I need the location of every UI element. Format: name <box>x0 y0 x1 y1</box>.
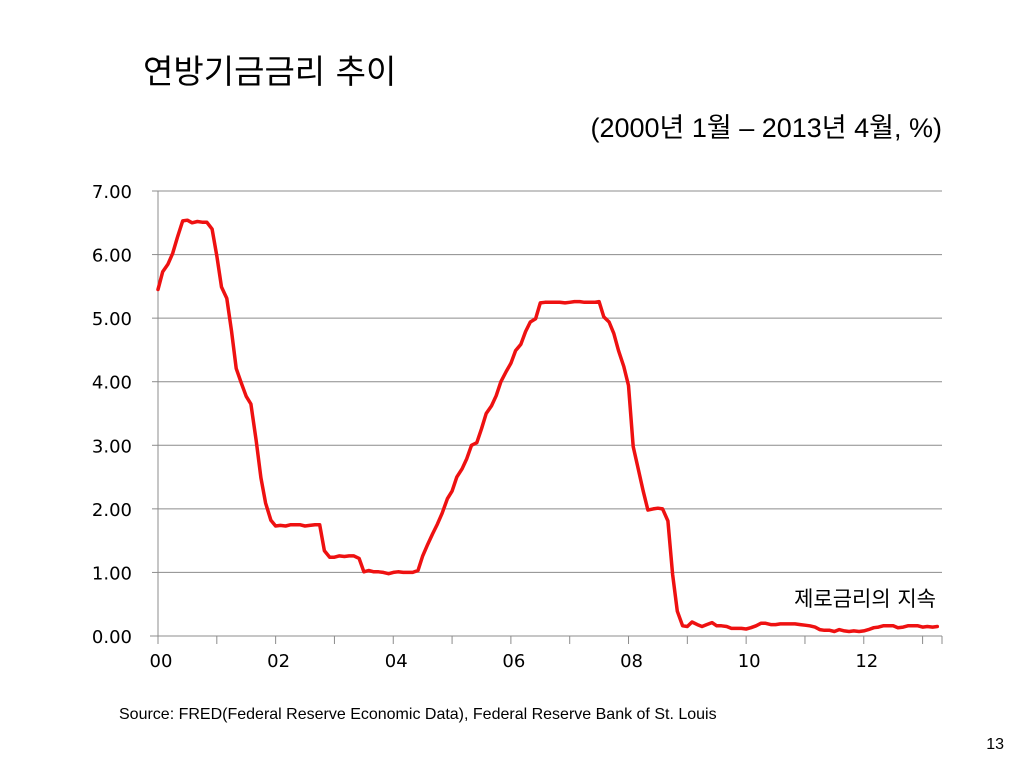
zero-rate-annotation: 제로금리의 지속 <box>794 587 936 611</box>
page-number: 13 <box>986 736 1004 753</box>
x-tick-label: 02 <box>267 651 290 672</box>
x-tick-label: 12 <box>855 651 878 672</box>
slide-title: 연방기금금리 추이 <box>143 52 397 91</box>
y-tick-label: 0.00 <box>92 627 132 648</box>
y-tick-label: 2.00 <box>92 500 132 521</box>
y-axis-tick-labels: 0.00 1.00 2.00 3.00 4.00 5.00 6.00 7.00 <box>92 182 132 648</box>
series-line-fed-funds-rate <box>156 218 940 634</box>
x-tick-label: 00 <box>150 651 173 672</box>
grid-lines <box>158 190 942 573</box>
x-tick-label: 04 <box>385 651 408 672</box>
x-axis <box>150 190 943 644</box>
x-tick-label: 10 <box>738 651 761 672</box>
source-note: Source: FRED(Federal Reserve Economic Da… <box>119 706 717 723</box>
y-tick-label: 1.00 <box>92 563 132 584</box>
slide-subtitle: (2000년 1월 – 2013년 4월, %) <box>590 113 942 143</box>
y-tick-label: 6.00 <box>92 246 132 267</box>
x-tick-label: 08 <box>620 651 643 672</box>
x-axis-tick-labels: 00 02 04 06 08 10 12 <box>150 651 879 672</box>
y-tick-label: 5.00 <box>92 309 132 330</box>
series-group <box>156 218 940 634</box>
y-tick-label: 7.00 <box>92 182 132 203</box>
x-tick-label: 06 <box>502 651 525 672</box>
y-tick-label: 4.00 <box>92 373 132 394</box>
y-tick-label: 3.00 <box>92 436 132 457</box>
